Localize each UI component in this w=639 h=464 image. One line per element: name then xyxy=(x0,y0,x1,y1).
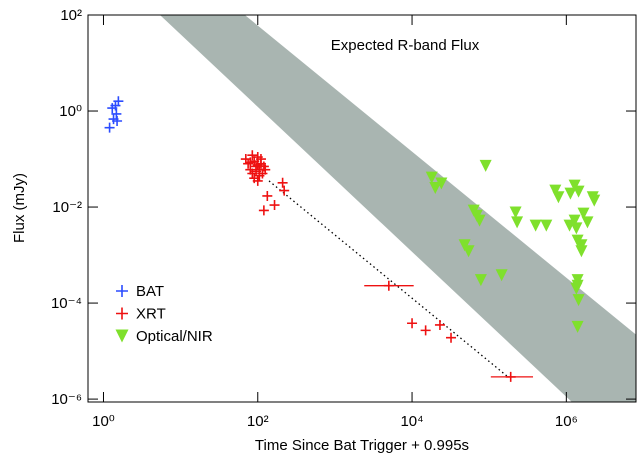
cross-marker xyxy=(383,280,394,291)
cross-marker xyxy=(279,185,290,196)
cross-marker xyxy=(434,319,445,330)
triangle-marker xyxy=(575,245,588,258)
triangle-marker xyxy=(115,329,129,343)
triangle-marker xyxy=(425,171,438,184)
triangle-marker xyxy=(474,274,487,287)
y-tick-label: 10⁻⁴ xyxy=(51,295,82,312)
triangle-marker xyxy=(509,206,522,219)
triangle-marker xyxy=(473,214,486,227)
cross-marker xyxy=(113,96,124,107)
triangle-marker xyxy=(570,282,583,295)
cross-marker xyxy=(245,157,256,168)
cross-marker xyxy=(277,177,288,188)
cross-marker xyxy=(255,154,266,165)
triangle-marker xyxy=(570,222,583,235)
y-tick-label: 10⁻² xyxy=(52,199,82,216)
triangle-marker xyxy=(462,245,475,258)
triangle-marker xyxy=(495,269,508,282)
axes-frame xyxy=(87,14,637,403)
x-tick-label: 10⁶ xyxy=(555,413,578,430)
triangle-marker xyxy=(571,234,584,247)
triangle-marker xyxy=(571,320,584,333)
x-tick-label: 10² xyxy=(247,413,269,430)
cross-marker xyxy=(252,175,263,186)
cross-marker xyxy=(104,122,115,133)
cross-marker xyxy=(243,158,254,169)
triangle-marker xyxy=(572,294,585,307)
triangle-marker xyxy=(568,179,581,192)
cross-marker xyxy=(258,205,269,216)
plot-area xyxy=(104,15,636,402)
cross-marker xyxy=(254,170,265,181)
triangle-marker xyxy=(564,187,577,200)
x-tick-label: 10⁰ xyxy=(92,413,115,430)
cross-marker xyxy=(407,318,418,329)
triangle-marker xyxy=(552,191,565,204)
cross-marker xyxy=(420,325,431,336)
cross-marker xyxy=(112,115,123,126)
y-tick-label: 10² xyxy=(60,7,82,24)
y-tick-label: 10⁻⁶ xyxy=(51,391,82,408)
triangle-marker xyxy=(540,219,553,232)
cross-marker xyxy=(269,200,280,211)
x-tick-label: 10⁴ xyxy=(400,413,423,430)
triangle-marker xyxy=(511,216,524,229)
triangle-marker xyxy=(429,181,442,194)
legend-label: Optical/NIR xyxy=(136,328,213,345)
triangle-marker xyxy=(568,214,581,227)
expected-flux-band xyxy=(159,15,636,402)
triangle-marker xyxy=(435,177,448,190)
y-axis-label: Flux (mJy) xyxy=(11,173,28,243)
axes: 10⁰ 10² 10⁴ 10⁶ 10⁻⁶ 10⁻⁴ 10⁻² 10⁰ 10² xyxy=(51,7,637,430)
cross-marker xyxy=(505,371,516,382)
triangle-marker xyxy=(549,184,562,197)
triangle-marker xyxy=(588,194,601,207)
cross-marker xyxy=(446,332,457,343)
cross-marker xyxy=(260,164,271,175)
y-tick-label: 10⁰ xyxy=(59,103,82,120)
legend-label: XRT xyxy=(136,306,166,323)
cross-marker xyxy=(116,307,128,320)
triangle-marker xyxy=(529,219,542,232)
annotation: Expected R-band Flux xyxy=(331,37,480,54)
cross-marker xyxy=(252,160,263,171)
legend-label: BAT xyxy=(136,283,164,300)
cross-marker xyxy=(262,190,273,201)
triangle-marker xyxy=(577,207,590,220)
cross-marker xyxy=(247,150,258,161)
triangle-marker xyxy=(479,159,492,172)
x-axis-label: Time Since Bat Trigger + 0.995s xyxy=(255,437,469,454)
triangle-marker xyxy=(581,216,594,229)
cross-marker xyxy=(116,285,128,297)
